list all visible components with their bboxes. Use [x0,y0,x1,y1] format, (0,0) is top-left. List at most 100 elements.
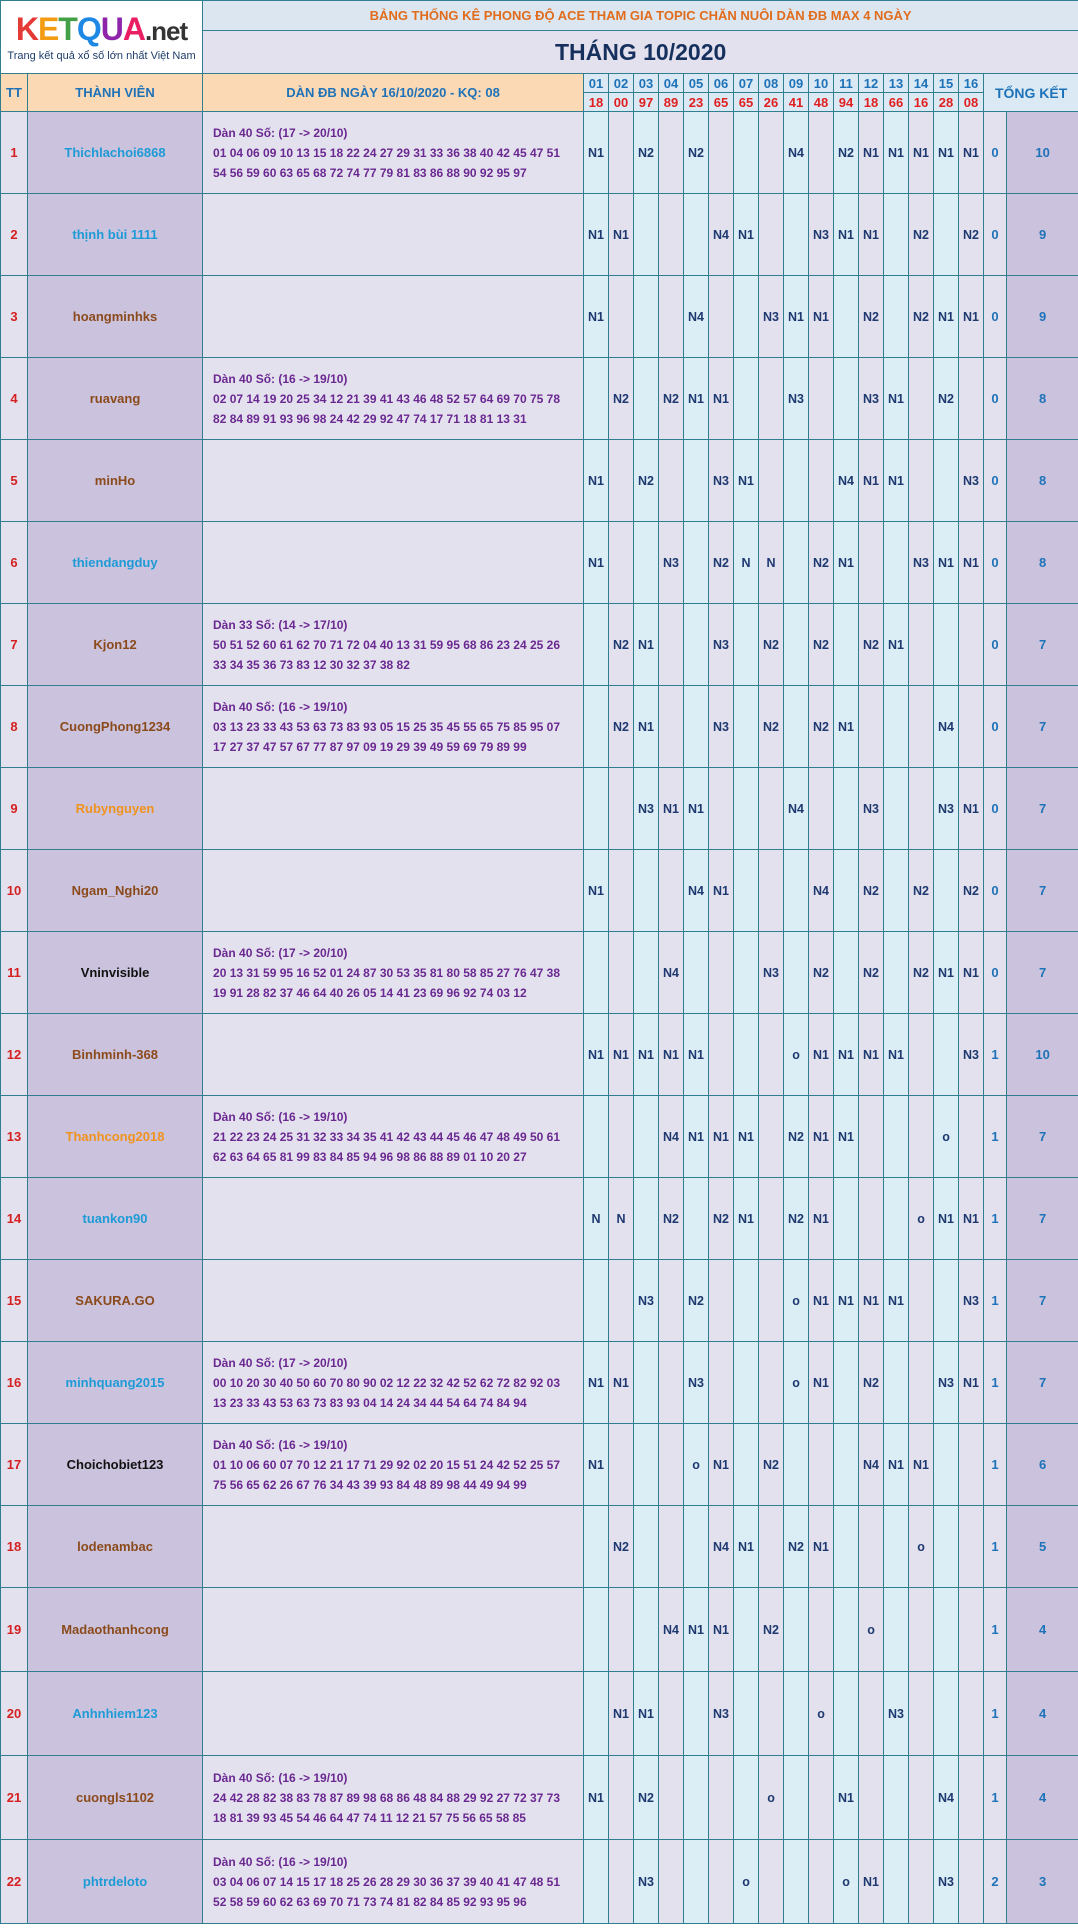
member-name[interactable]: Vninvisible [26,931,204,1014]
day-mark: N2 [633,439,660,522]
day-mark: N1 [708,357,735,440]
logo-cell: KETQUA.net Trang kết quả xổ số lớn nhất … [0,0,204,74]
day-mark: N1 [858,1013,885,1096]
member-name[interactable]: Kjon12 [26,603,204,686]
day-mark [933,603,960,686]
day-mark: o [908,1177,935,1260]
row-number: 19 [0,1587,28,1672]
member-name[interactable]: Choichobiet123 [26,1423,204,1506]
total-score: 8 [1006,357,1078,440]
member-name[interactable]: Rubynguyen [26,767,204,850]
ketqua-logo[interactable]: KETQUA.net Trang kết quả xổ số lớn nhất … [2,11,202,62]
day-mark [883,767,910,850]
day-result: 00 [608,92,635,112]
day-mark [733,1013,760,1096]
miss-count: 0 [983,439,1008,522]
member-name[interactable]: lodenambac [26,1505,204,1588]
member-name[interactable]: SAKURA.GO [26,1259,204,1342]
day-mark: N2 [958,193,985,276]
day-result: 66 [883,92,910,112]
member-name[interactable]: Ngam_Nghi20 [26,849,204,932]
day-mark [783,1423,810,1506]
member-name[interactable]: cuongls1102 [26,1755,204,1840]
day-mark: N3 [808,193,835,276]
day-mark: N1 [733,1095,760,1178]
day-mark [958,685,985,768]
member-name[interactable]: thịnh bùi 1111 [26,193,204,276]
day-mark [708,275,735,358]
table-row: 1 Thichlachoi6868 Dàn 40 Số: (17 -> 20/10)… [0,111,1078,194]
day-mark: N2 [783,1177,810,1260]
member-name[interactable]: hoangminhks [26,275,204,358]
member-name[interactable]: Thichlachoi6868 [26,111,204,194]
member-name[interactable]: Thanhcong2018 [26,1095,204,1178]
day-mark [858,1177,885,1260]
member-name[interactable]: Anhnhiem123 [26,1671,204,1756]
day-mark: N3 [783,357,810,440]
day-mark: N4 [708,1505,735,1588]
day-mark: o [933,1095,960,1178]
number-set-line: 03 04 06 07 14 15 17 18 25 26 28 29 30 3… [213,1874,560,1889]
day-mark: N1 [958,767,985,850]
number-set-title: Dàn 33 Số: (14 -> 17/10) [213,617,348,632]
day-mark: N3 [958,439,985,522]
day-mark [583,767,610,850]
miss-count: 0 [983,521,1008,604]
member-name[interactable]: Binhminh-368 [26,1013,204,1096]
total-score: 5 [1006,1505,1078,1588]
member-name[interactable]: CuongPhong1234 [26,685,204,768]
day-mark [583,603,610,686]
member-name[interactable]: Madaothanhcong [26,1587,204,1672]
day-mark: N1 [708,1095,735,1178]
day-header: 13 [883,73,910,93]
day-mark: N1 [683,357,710,440]
day-mark [683,931,710,1014]
day-mark [783,1671,810,1756]
total-score: 9 [1006,275,1078,358]
member-name[interactable]: minhquang2015 [26,1341,204,1424]
day-mark [633,521,660,604]
member-name[interactable]: thiendangduy [26,521,204,604]
day-header: 02 [608,73,635,93]
day-mark [883,275,910,358]
day-mark: N1 [858,1839,885,1924]
day-mark: N2 [758,603,785,686]
day-mark: N1 [633,603,660,686]
day-mark: N2 [758,1423,785,1506]
day-mark: N3 [933,1341,960,1424]
day-mark: N2 [858,931,885,1014]
day-mark [608,111,635,194]
number-set-cell: Dàn 40 Số: (17 -> 20/10) 01 04 06 09 10 1… [202,111,585,194]
number-set-line: 03 13 23 33 43 53 63 73 83 93 05 15 25 3… [213,719,560,734]
day-mark: N1 [683,1013,710,1096]
day-mark [708,767,735,850]
day-mark [658,1341,685,1424]
day-mark: N1 [583,1755,610,1840]
total-score: 8 [1006,439,1078,522]
day-mark [808,111,835,194]
day-mark [783,685,810,768]
day-mark [608,1587,635,1672]
day-header: 11 [833,73,860,93]
logo-letter: U [100,11,124,47]
member-name[interactable]: minHo [26,439,204,522]
number-set-cell [202,439,585,522]
day-mark [633,1505,660,1588]
day-mark: N1 [808,1095,835,1178]
day-mark [733,275,760,358]
row-number: 7 [0,603,28,686]
day-mark: N2 [858,275,885,358]
row-number: 12 [0,1013,28,1096]
member-name[interactable]: ruavang [26,357,204,440]
day-mark: N4 [858,1423,885,1506]
day-mark [608,439,635,522]
day-mark: N2 [683,1259,710,1342]
day-mark [733,767,760,850]
day-mark: N2 [758,1587,785,1672]
day-mark: o [758,1755,785,1840]
member-name[interactable]: phtrdeloto [26,1839,204,1924]
day-mark [658,1423,685,1506]
member-name[interactable]: tuankon90 [26,1177,204,1260]
day-mark: N4 [783,111,810,194]
header-total: TỔNG KẾT [983,73,1078,112]
